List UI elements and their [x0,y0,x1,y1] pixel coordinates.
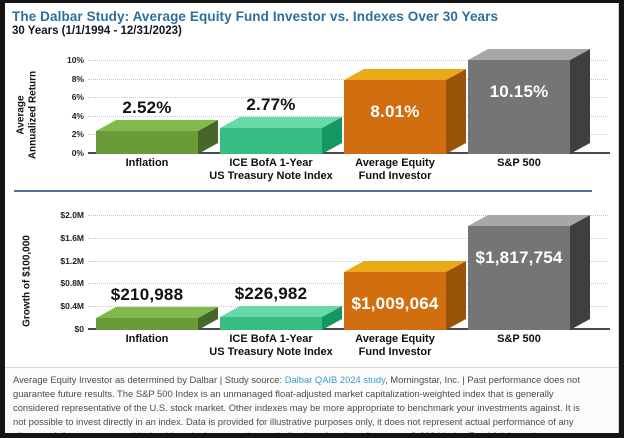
study-infographic: The Dalbar Study: Average Equity Fund In… [5,3,619,433]
bar-side-face [446,69,466,154]
bar-front-face [344,272,446,330]
gridline [88,60,608,61]
category-label: Average Equity Fund Investor [355,333,435,358]
bar-front-face [96,131,198,154]
y-axis-title-box: Growth of $100,000 [12,200,42,361]
bar-side-face [322,117,342,154]
plot-area: 0% 2% 4% 6% 8% 10% 2.52% 2.77% 8.01% 10.15% [42,45,614,158]
disclosure-footer: Average Equity Investor as determined by… [5,367,618,433]
gridline [88,261,608,262]
plot-column: $0 $0.4M $0.8M $1.2M $1.6M $2.0M $210,988 $226,… [42,200,614,361]
y-axis-title: Growth of $100,000 [21,234,33,327]
category-label: ICE BofA 1-Year US Treasury Note Index [209,333,333,358]
y-tick-label: 4% [71,111,84,121]
bar-top-face [220,306,342,317]
value-label: $226,982 [234,284,308,303]
gridline [88,215,608,216]
page-title: The Dalbar Study: Average Equity Fund In… [12,9,499,24]
bar-front-face [468,226,570,330]
bar-top-face [96,307,218,318]
y-tick-label: $0.4M [60,301,84,311]
bar-top-face [220,117,342,128]
gridline [88,238,608,239]
section-divider [14,190,592,192]
bar-side-face [570,215,590,330]
bar-top-face [96,120,218,131]
bar-front-face [220,317,322,330]
value-label: 10.15% [489,82,549,101]
category-label: S&P 500 [497,333,541,345]
y-tick-label: 0% [71,148,84,158]
y-tick-label: $1.6M [60,233,84,243]
value-label: $210,988 [110,285,184,304]
y-tick-label: 10% [66,55,84,65]
growth-chart: Growth of $100,000 $0 $0.4M $0.8M $1.2M $1.6… [12,200,614,361]
bar-side-face [446,261,466,330]
category-axis: Inflation ICE BofA 1-Year US Treasury Not… [42,333,614,361]
y-tick-label: 8% [71,74,84,84]
value-label: 2.52% [122,98,172,117]
bar-top-face [344,261,466,272]
bar-front-face [468,60,570,154]
value-label: 2.77% [246,95,296,114]
bar-top-face [468,49,590,60]
y-tick-label: 6% [71,92,84,102]
plot-area: $0 $0.4M $0.8M $1.2M $1.6M $2.0M $210,988 $226,… [42,200,614,334]
bar-side-face [570,49,590,154]
y-tick-label: $1.2M [60,256,84,266]
header: The Dalbar Study: Average Equity Fund In… [12,9,614,37]
y-tick-label: $0 [74,324,84,334]
bar-side-face [198,120,218,154]
category-label: S&P 500 [497,157,541,169]
value-label: 8.01% [370,102,420,121]
category-label: ICE BofA 1-Year US Treasury Note Index [209,157,333,182]
bar-front-face [220,128,322,154]
y-tick-label: $0.8M [60,278,84,288]
plot-column: 0% 2% 4% 6% 8% 10% 2.52% 2.77% 8.01% 10.15% Infla… [42,45,614,185]
y-axis-title: Average Annualized Return [15,70,39,160]
y-tick-label: 2% [71,129,84,139]
value-label: $1,009,064 [351,294,439,313]
footer-text: Average Equity Investor as determined by… [13,374,285,385]
bar-top-face [468,215,590,226]
category-label: Inflation [125,157,169,169]
y-axis-title-box: Average Annualized Return [12,45,42,185]
annualized-return-chart: Average Annualized Return 0% 2% 4% 6% 8% 10% 2… [12,45,614,185]
category-axis: Inflation ICE BofA 1-Year US Treasury Not… [42,157,614,185]
value-label: $1,817,754 [475,248,563,267]
bar-front-face [96,318,198,330]
category-label: Average Equity Fund Investor [355,157,435,182]
study-source-link[interactable]: Dalbar QAIB 2024 study [284,374,386,385]
y-tick-label: $2.0M [60,210,84,220]
footer-text: , Morningstar, Inc. | Past performance d… [13,374,580,433]
bar-front-face [344,80,446,154]
bar-top-face [344,69,466,80]
page-subtitle: 30 Years (1/1/1994 - 12/31/2023) [12,25,182,37]
category-label: Inflation [125,333,169,345]
